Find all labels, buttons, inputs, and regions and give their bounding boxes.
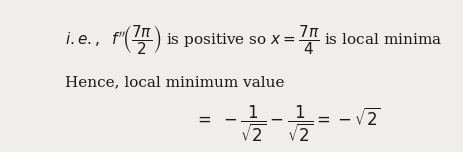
Text: $= \ -\dfrac{1}{\sqrt{2}} - \dfrac{1}{\sqrt{2}} = -\sqrt{2}$: $= \ -\dfrac{1}{\sqrt{2}} - \dfrac{1}{\s… [194,103,381,144]
Text: $\it{i.e.,}$$\ \ f''\!\left(\dfrac{7\pi}{2}\right)$ is positive so $x = \dfrac{7: $\it{i.e.,}$$\ \ f''\!\left(\dfrac{7\pi}… [65,23,442,56]
Text: Hence, local minimum value: Hence, local minimum value [65,76,285,90]
